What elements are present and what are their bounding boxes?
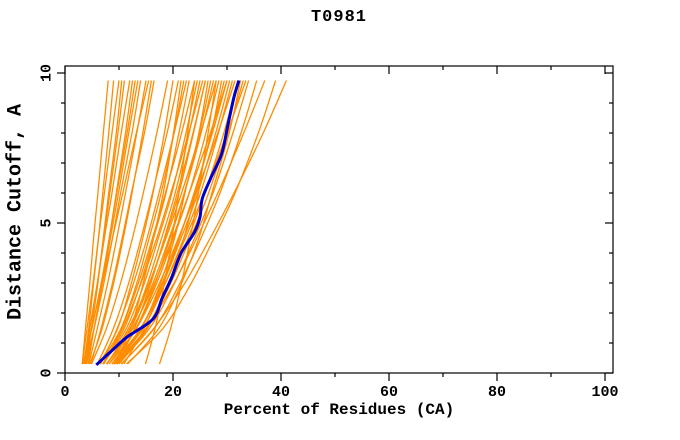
model-curve [106, 80, 217, 365]
x-tick-label: 80 [488, 384, 506, 401]
curves-layer [81, 80, 287, 367]
model-curve [82, 80, 150, 365]
model-curve [103, 80, 196, 365]
model-curve [111, 80, 236, 365]
model-curve [114, 80, 182, 365]
x-tick-label: 20 [164, 384, 182, 401]
model-curve [127, 80, 242, 365]
model-curve [123, 80, 228, 365]
model-curve [102, 80, 198, 365]
model-curve [90, 80, 155, 365]
model-curve [126, 80, 277, 365]
highlight-curve [95, 80, 241, 367]
x-tick-label: 100 [591, 384, 618, 401]
model-curve [116, 80, 239, 365]
model-curve [121, 80, 287, 365]
plot-frame [64, 65, 614, 374]
model-curve [81, 80, 120, 365]
model-curve [96, 80, 180, 365]
y-axis-label: Distance Cutoff, A [4, 103, 28, 321]
model-curve [116, 80, 266, 365]
model-curve [83, 80, 131, 365]
model-curve [116, 80, 250, 365]
plot-title: T0981 [310, 8, 367, 27]
model-curve [81, 80, 109, 365]
model-curve [102, 80, 204, 365]
y-tick-label: 0 [39, 368, 56, 377]
x-axis-label: Percent of Residues (CA) [223, 401, 455, 419]
model-curve [90, 80, 169, 365]
y-tick-label: 5 [39, 218, 56, 227]
x-tick-label: 40 [272, 384, 290, 401]
model-curve [144, 80, 196, 365]
x-tick-label: 0 [60, 384, 69, 401]
x-tick-label: 60 [380, 384, 398, 401]
model-curve [116, 80, 207, 365]
model-curve [89, 80, 153, 365]
y-tick-label: 10 [39, 64, 56, 82]
